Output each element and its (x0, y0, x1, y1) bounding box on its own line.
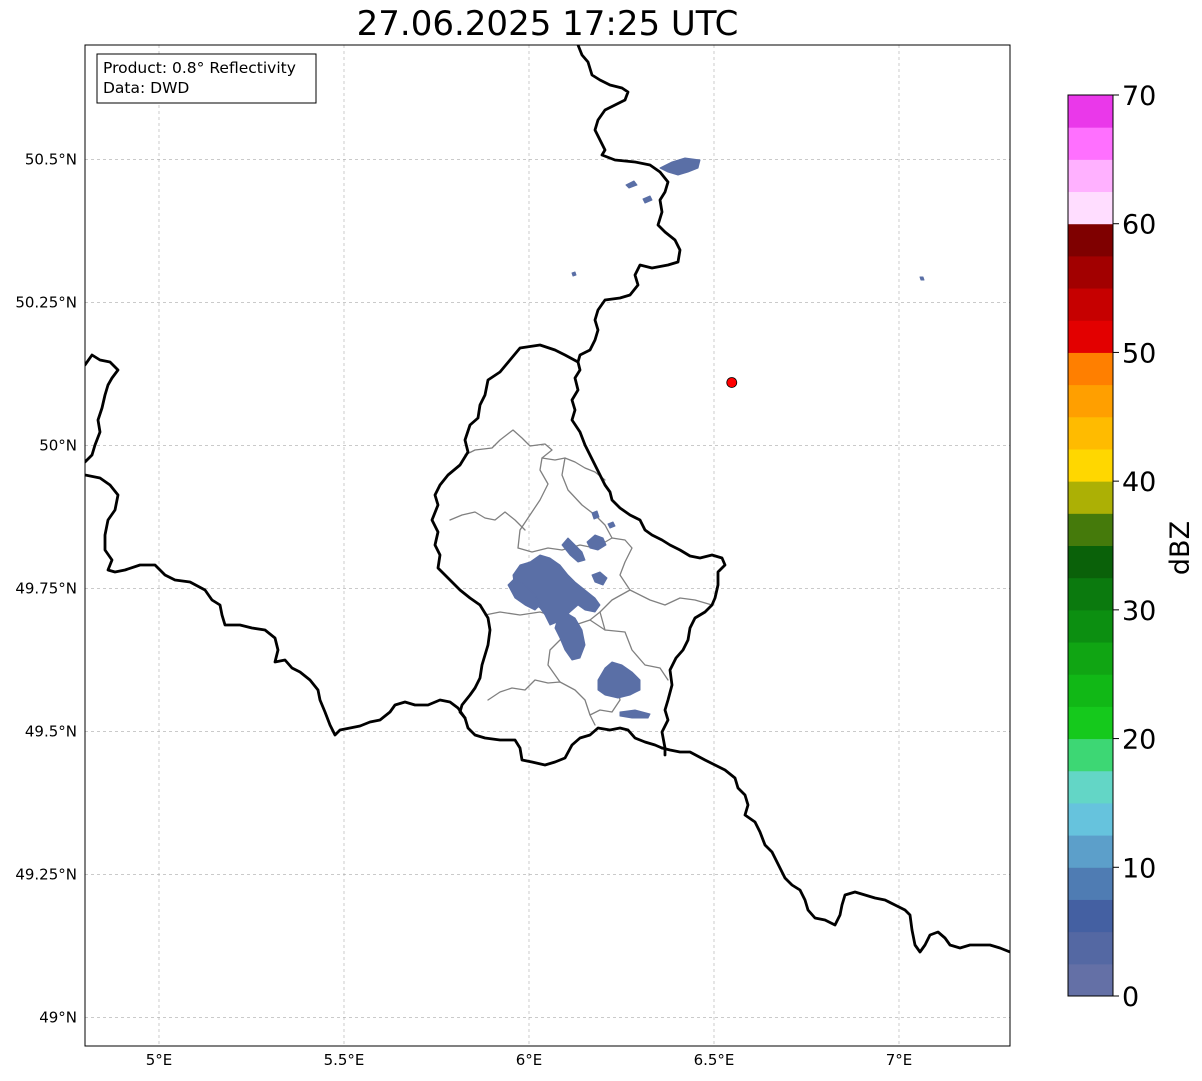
canton-boundary-east (629, 589, 713, 606)
echo-speck-5 (591, 510, 600, 520)
colorbar-segment (1068, 609, 1113, 643)
colorbar-segment (1068, 802, 1113, 836)
canton-boundary-center-east (561, 457, 613, 539)
echo-cell-south-east-tail (619, 709, 651, 719)
colorbar-label: dBZ (1165, 521, 1196, 575)
canton-boundaries (449, 429, 713, 726)
colorbar-segment (1068, 416, 1113, 450)
colorbar-segment (1068, 223, 1113, 257)
colorbar: 0 10 20 30 40 50 60 70 dBZ (1067, 81, 1196, 1013)
colorbar-segment (1068, 963, 1113, 997)
map-frame (84, 44, 1011, 1047)
info-box-frame (96, 53, 317, 104)
colorbar-segment (1068, 835, 1113, 868)
echo-cell-north-east (561, 537, 586, 563)
lat-tick-label: 49°N (39, 1008, 77, 1026)
colorbar-segment (1068, 867, 1113, 900)
colorbar-tick-label: 0 (1122, 982, 1139, 1013)
colorbar-segment (1068, 770, 1113, 804)
colorbar-segment (1068, 577, 1113, 611)
echo-speck-4 (919, 276, 925, 281)
border-luxembourg-belgium (430, 343, 580, 720)
page-title: 27.06.2025 17:25 UTC (356, 4, 739, 44)
colorbar-segment (1068, 384, 1113, 418)
map-geography (85, 45, 1010, 954)
colorbar-segment (1068, 899, 1113, 933)
canton-boundary-north2 (541, 457, 606, 481)
echo-speck-6 (607, 521, 616, 529)
canton-boundary-mid2 (599, 611, 606, 631)
colorbar-segment (1068, 481, 1113, 514)
colorbar-segment (1068, 674, 1113, 707)
colorbar-segment (1068, 706, 1113, 740)
colorbar-segment (1068, 159, 1113, 193)
echo-cell-east-tiny (591, 571, 608, 586)
echo-speck-3 (571, 271, 577, 277)
echo-cell-west-lobe (507, 577, 541, 611)
lon-tick-label: 7°E (886, 1051, 913, 1069)
colorbar-tick-labels: 0 10 20 30 40 50 60 70 (1113, 81, 1156, 1013)
lon-tick-label: 6.5°E (694, 1051, 735, 1069)
colorbar-tick-label: 40 (1122, 467, 1156, 498)
canton-boundary-southwest (487, 679, 596, 726)
radar-echoes (507, 157, 925, 719)
info-data-source-text: Data: DWD (103, 79, 189, 97)
colorbar-segment (1068, 448, 1113, 482)
colorbar-segment (1068, 642, 1113, 675)
lat-tick-label: 49.25°N (15, 865, 77, 883)
lat-tick-label: 50.5°N (25, 150, 77, 168)
lon-tick-label: 6°E (516, 1051, 543, 1069)
border-germany-france (660, 746, 1010, 954)
echo-speck-2 (642, 195, 653, 204)
colorbar-tick-label: 10 (1122, 853, 1156, 884)
colorbar-segment (1068, 931, 1113, 965)
canton-boundary-north (464, 429, 553, 549)
colorbar-segment (1068, 352, 1113, 386)
colorbar-tick-label: 30 (1122, 596, 1156, 627)
colorbar-segment (1068, 191, 1113, 225)
colorbar-frame (1067, 94, 1114, 997)
lat-tick-label: 49.75°N (15, 579, 77, 597)
info-box: Product: 0.8° Reflectivity Data: DWD (96, 53, 317, 104)
lat-tick-label: 49.5°N (25, 722, 77, 740)
colorbar-segment (1068, 545, 1113, 579)
colorbar-tick-label: 60 (1122, 210, 1156, 241)
colorbar-segment (1068, 738, 1113, 772)
national-borders (85, 45, 1010, 954)
border-france-belgium (85, 473, 467, 737)
border-luxembourg-france (463, 716, 664, 767)
lat-tick-label: 50°N (39, 436, 77, 454)
lon-tick-label: 5.5°E (324, 1051, 365, 1069)
colorbar-segment (1068, 255, 1113, 289)
info-product-text: Product: 0.8° Reflectivity (103, 59, 296, 77)
colorbar-tick-label: 50 (1122, 338, 1156, 369)
canton-boundary-south-center (484, 611, 669, 681)
echo-cell-east-small (586, 534, 607, 551)
colorbar-segment (1068, 513, 1113, 546)
echo-speck-1 (625, 180, 638, 189)
colorbar-segment (1068, 320, 1113, 353)
border-belgium-france-west (85, 353, 120, 464)
colorbar-segments (1068, 95, 1113, 997)
echo-cell-center-south (554, 611, 586, 661)
longitude-tick-labels: 5°E 5.5°E 6°E 6.5°E 7°E (146, 1051, 913, 1069)
radar-site-marker (726, 377, 738, 388)
lon-tick-label: 5°E (146, 1051, 173, 1069)
echo-cell-south-east (597, 661, 641, 699)
colorbar-segment (1068, 127, 1113, 160)
echo-cell-north (659, 157, 701, 176)
colorbar-segment (1068, 288, 1113, 321)
colorbar-tick-label: 70 (1122, 81, 1156, 112)
latitude-tick-labels: 50.5°N 50.25°N 50°N 49.75°N 49.5°N 49.25°N 49°… (15, 150, 77, 1026)
lat-tick-label: 50.25°N (15, 293, 77, 311)
colorbar-segment (1068, 95, 1113, 128)
canton-boundary-west (449, 511, 526, 531)
colorbar-tick-label: 20 (1122, 725, 1156, 756)
canton-boundary-mid (517, 537, 633, 621)
border-germany-belgium-north (570, 45, 727, 757)
